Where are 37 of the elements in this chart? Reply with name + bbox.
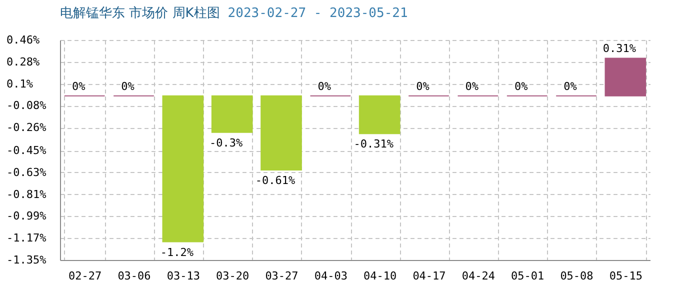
x-tick-label: 04-03 — [314, 270, 348, 282]
data-label: -0.61% — [255, 174, 296, 188]
y-tick-label: -1.35% — [6, 254, 47, 266]
data-label: 0% — [514, 80, 528, 93]
y-tick-label: -0.45% — [6, 144, 47, 158]
x-tick-label: 03-06 — [118, 270, 151, 282]
data-label: -0.3% — [210, 136, 244, 150]
x-tick-label: 05-15 — [609, 270, 642, 282]
x-tick-label: 04-24 — [462, 270, 496, 282]
data-label: -1.2% — [160, 246, 194, 259]
y-tick-label: 0.46% — [6, 34, 40, 46]
data-label: -0.31% — [354, 138, 394, 151]
y-tick-label: -0.81% — [6, 188, 47, 201]
data-label: 0% — [121, 80, 135, 93]
data-label: 0% — [465, 80, 479, 93]
x-tick-label: 03-20 — [216, 270, 250, 282]
x-tick-label: 03-13 — [166, 270, 200, 282]
x-tick-label: 04-10 — [364, 270, 397, 282]
data-label: 0% — [318, 80, 332, 93]
data-label: 0% — [564, 80, 578, 93]
data-label: 0.31% — [602, 42, 636, 56]
data-label: 0% — [72, 80, 86, 93]
x-tick-label: 04-17 — [412, 270, 446, 282]
y-tick-label: -0.08% — [6, 99, 47, 112]
y-tick-label: -0.99% — [6, 210, 47, 223]
chart-title: 电解锰华东 市场价 周K柱图 — [60, 6, 220, 21]
data-label: 0% — [416, 80, 430, 93]
y-tick-label: -1.17% — [6, 232, 47, 245]
x-tick-label: 05-01 — [511, 270, 544, 282]
y-tick-label: 0.1% — [6, 77, 34, 90]
x-tick-label: 02-27 — [68, 270, 102, 282]
x-tick-label: 05-08 — [560, 270, 594, 282]
y-tick-label: -0.63% — [6, 166, 47, 179]
y-tick-label: 0.28% — [6, 55, 40, 68]
x-tick-label: 03-27 — [265, 270, 298, 282]
chart-subtitle: 2023-02-27 - 2023-05-21 — [228, 6, 408, 21]
y-tick-label: -0.26% — [6, 121, 47, 134]
